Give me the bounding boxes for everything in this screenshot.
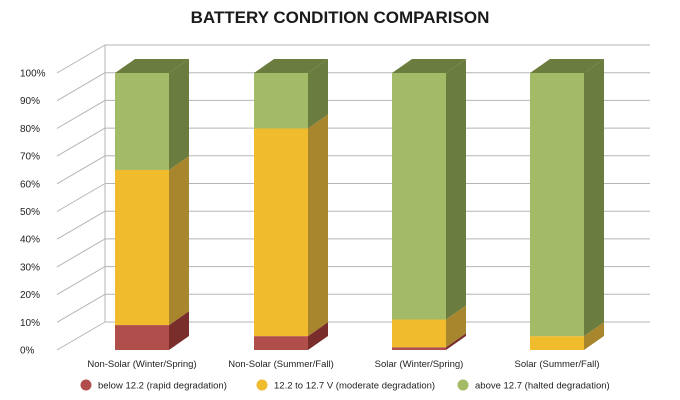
bar-segment bbox=[115, 325, 169, 350]
category-label: Non-Solar (Summer/Fall) bbox=[228, 359, 334, 370]
grid-diagonal bbox=[56, 99, 106, 129]
y-tick-label: 100% bbox=[20, 69, 46, 80]
y-axis-ticks: 0% 10% 20% 30% 40% 50% 60% 70% 80% 90% 100% bbox=[20, 69, 46, 357]
legend-item: 12.2 to 12.7 V (moderate degradation) bbox=[256, 379, 435, 392]
y-tick-label: 20% bbox=[20, 290, 40, 301]
grid-diagonal bbox=[56, 44, 106, 74]
y-tick-label: 60% bbox=[20, 179, 40, 190]
grid-diagonal bbox=[56, 293, 106, 323]
y-tick-label: 30% bbox=[20, 262, 40, 273]
bar-segment-side bbox=[169, 155, 189, 326]
bar-segment-side bbox=[308, 59, 328, 129]
bar-segment bbox=[254, 128, 308, 337]
y-tick-label: 90% bbox=[20, 96, 40, 107]
grid-diagonal bbox=[56, 155, 106, 185]
grid-diagonal bbox=[56, 127, 106, 157]
bar-segment-side bbox=[584, 59, 604, 337]
legend: below 12.2 (rapid degradation) 12.2 to 12… bbox=[80, 379, 610, 392]
grid-diagonal bbox=[56, 238, 106, 268]
bar-segment-side bbox=[169, 311, 189, 350]
legend-label: 12.2 to 12.7 V (moderate degradation) bbox=[274, 381, 435, 392]
bar-segment bbox=[530, 336, 584, 350]
bar-segment bbox=[392, 73, 446, 320]
bar-stack bbox=[392, 59, 466, 350]
y-tick-label: 80% bbox=[20, 124, 40, 135]
y-tick-label: 40% bbox=[20, 235, 40, 246]
legend-label: below 12.2 (rapid degradation) bbox=[98, 381, 227, 392]
bar-segment-side bbox=[169, 59, 189, 170]
bar-stack bbox=[115, 59, 189, 350]
y-tick-label: 0% bbox=[20, 346, 35, 357]
chart-title: BATTERY CONDITION COMPARISON bbox=[191, 8, 490, 27]
category-label: Non-Solar (Winter/Spring) bbox=[87, 359, 196, 370]
legend-label: above 12.7 (halted degradation) bbox=[475, 381, 610, 392]
legend-swatch bbox=[80, 379, 92, 391]
grid-diagonal bbox=[56, 266, 106, 296]
bar-segment-side bbox=[308, 114, 328, 337]
legend-item: above 12.7 (halted degradation) bbox=[457, 379, 610, 392]
category-label: Solar (Summer/Fall) bbox=[515, 359, 600, 370]
y-tick-label: 50% bbox=[20, 207, 40, 218]
grid-diagonal bbox=[56, 210, 106, 240]
bar-segment-side bbox=[446, 305, 466, 348]
bar-top bbox=[115, 59, 189, 73]
bar-stack bbox=[530, 59, 604, 350]
bar-segment bbox=[392, 319, 446, 348]
bar-segment bbox=[115, 169, 169, 326]
bar-top bbox=[530, 59, 604, 73]
category-labels: Non-Solar (Winter/Spring) Non-Solar (Summ… bbox=[87, 359, 599, 370]
bar-top bbox=[254, 59, 328, 73]
y-tick-label: 10% bbox=[20, 318, 40, 329]
bar-segment bbox=[254, 336, 308, 350]
bar-segment bbox=[254, 73, 308, 129]
bar-segment bbox=[392, 347, 446, 350]
bar-segment bbox=[530, 73, 584, 337]
bar-segment-side bbox=[446, 333, 466, 350]
bar-segment-side bbox=[446, 59, 466, 320]
legend-swatch bbox=[457, 379, 469, 391]
bar-stack bbox=[254, 59, 328, 350]
bar-segment-side bbox=[584, 322, 604, 350]
category-label: Solar (Winter/Spring) bbox=[375, 359, 464, 370]
grid-diagonal bbox=[56, 183, 106, 212]
legend-item: below 12.2 (rapid degradation) bbox=[80, 379, 227, 392]
bar-segment-side bbox=[308, 322, 328, 350]
grid-diagonal bbox=[56, 321, 106, 351]
grid-diagonal bbox=[56, 72, 106, 102]
legend-swatch bbox=[256, 379, 268, 391]
bar-top bbox=[392, 59, 466, 73]
y-tick-label: 70% bbox=[20, 152, 40, 163]
bars-layer bbox=[115, 59, 604, 350]
bar-segment bbox=[115, 73, 169, 170]
